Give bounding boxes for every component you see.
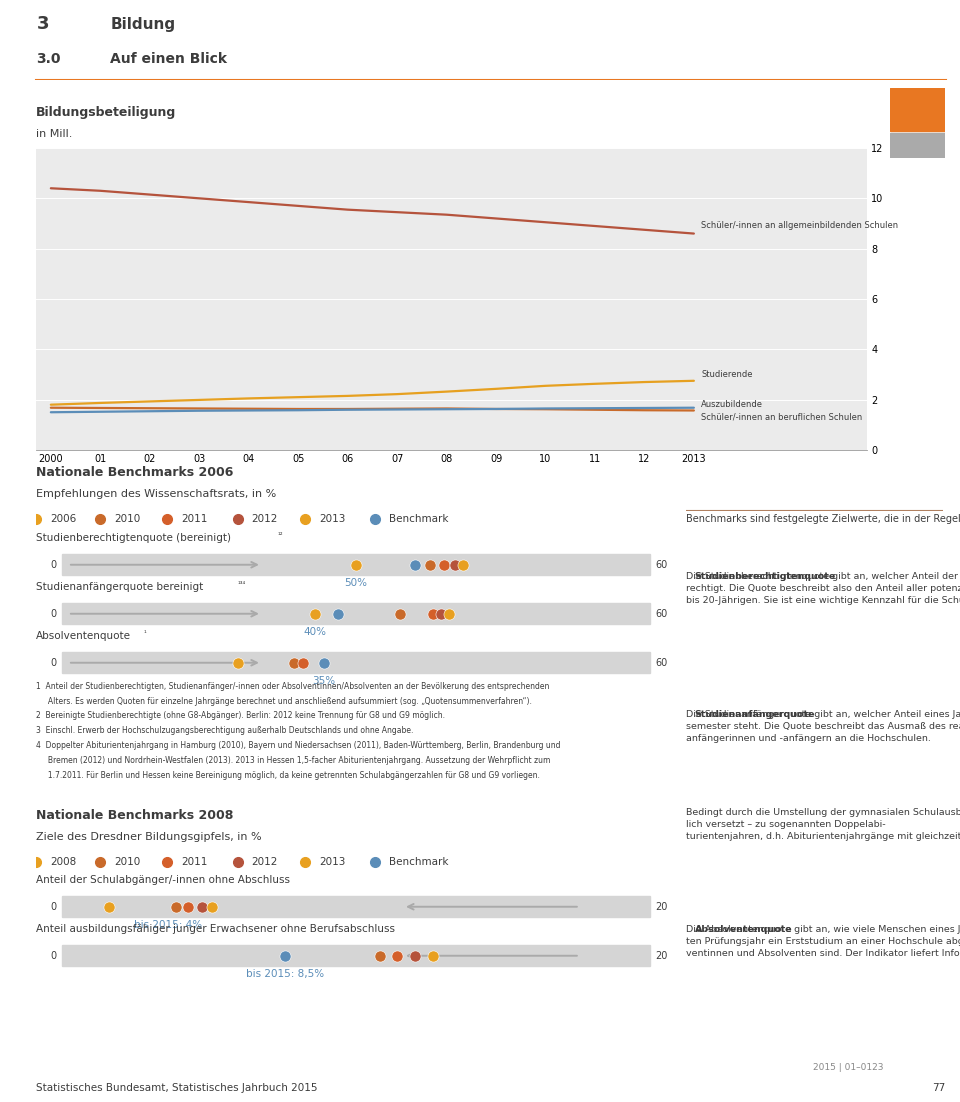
Text: Alters. Es werden Quoten für einzelne Jahrgänge berechnet und anschließend aufsu: Alters. Es werden Quoten für einzelne Ja…	[36, 696, 532, 705]
Text: Bildung: Bildung	[110, 17, 176, 32]
Bar	[61, 946, 651, 966]
Text: Absolventenquote: Absolventenquote	[694, 925, 792, 934]
Text: Studierende: Studierende	[702, 370, 753, 379]
Text: 2006: 2006	[50, 514, 77, 523]
Text: 2010: 2010	[114, 514, 140, 523]
Text: 3  Einschl. Erwerb der Hochschulzugangsberechtigung außerhalb Deutschlands und o: 3 Einschl. Erwerb der Hochschulzugangsbe…	[36, 726, 414, 735]
Text: 20: 20	[656, 951, 668, 961]
Text: 1.7.2011. Für Berlin und Hessen keine Bereinigung möglich, da keine getrennten S: 1.7.2011. Für Berlin und Hessen keine Be…	[36, 770, 540, 779]
Text: 77: 77	[932, 1083, 946, 1093]
Text: Benchmark: Benchmark	[390, 514, 448, 523]
Text: 2012: 2012	[252, 514, 278, 523]
Text: in Mill.: in Mill.	[36, 129, 72, 139]
Text: ¹³⁴: ¹³⁴	[238, 582, 246, 587]
Text: 2013: 2013	[319, 857, 346, 867]
Text: Ziele des Dresdner Bildungsgipfels, in %: Ziele des Dresdner Bildungsgipfels, in %	[36, 832, 262, 842]
Text: 2015 | 01–0123: 2015 | 01–0123	[813, 1062, 883, 1071]
Text: Absolventenquote: Absolventenquote	[36, 631, 131, 641]
Text: 0: 0	[50, 658, 57, 668]
Text: 20: 20	[656, 901, 668, 911]
Text: 0: 0	[50, 560, 57, 570]
Text: 40%: 40%	[303, 627, 326, 637]
Bar	[61, 652, 651, 673]
Text: 1  Anteil der Studienberechtigten, Studienanfänger/-innen oder Absolventinnen/Ab: 1 Anteil der Studienberechtigten, Studie…	[36, 682, 549, 691]
Text: 50%: 50%	[345, 579, 368, 588]
Text: Anteil der Schulabgänger/-innen ohne Abschluss: Anteil der Schulabgänger/-innen ohne Abs…	[36, 875, 290, 886]
Text: Benchmark: Benchmark	[390, 857, 448, 867]
Bar	[890, 133, 945, 158]
Text: Nationale Benchmarks 2006: Nationale Benchmarks 2006	[36, 466, 233, 479]
Text: Empfehlungen des Wissenschaftsrats, in %: Empfehlungen des Wissenschaftsrats, in %	[36, 489, 276, 499]
Text: bis 2015: 8,5%: bis 2015: 8,5%	[247, 969, 324, 979]
Text: Die Studienberechtigtenquote gibt an, welcher Anteil der Schulabgängerinnen und : Die Studienberechtigtenquote gibt an, we…	[686, 572, 960, 605]
Text: 2  Bereinigte Studienberechtigte (ohne G8-Abgänger). Berlin: 2012 keine Trennung: 2 Bereinigte Studienberechtigte (ohne G8…	[36, 712, 445, 721]
Text: Schüler/-innen an allgemeinbildenden Schulen: Schüler/-innen an allgemeinbildenden Sch…	[702, 220, 899, 230]
Text: Auf einen Blick: Auf einen Blick	[110, 52, 228, 66]
Text: Studienberechtigtenquote: Studienberechtigtenquote	[694, 572, 836, 581]
Text: Bedingt durch die Umstellung der gymnasialen Schulausbildung von 13 auf 12 Jahre: Bedingt durch die Umstellung der gymnasi…	[686, 808, 960, 841]
Text: ¹: ¹	[144, 630, 146, 637]
Text: Studienanfängerquote: Studienanfängerquote	[694, 710, 815, 719]
Bar	[61, 896, 651, 917]
Bar	[61, 554, 651, 575]
Text: Anteil ausbildungsfähiger junger Erwachsener ohne Berufsabschluss: Anteil ausbildungsfähiger junger Erwachs…	[36, 925, 395, 934]
Bar	[890, 88, 945, 131]
Text: 0: 0	[50, 901, 57, 911]
Text: 60: 60	[656, 658, 668, 668]
Text: Nationale Benchmarks 2008: Nationale Benchmarks 2008	[36, 809, 233, 822]
Text: Auszubildende: Auszubildende	[702, 400, 763, 409]
Text: 2012: 2012	[252, 857, 278, 867]
Text: Statistisches Bundesamt, Statistisches Jahrbuch 2015: Statistisches Bundesamt, Statistisches J…	[36, 1083, 318, 1093]
Bar	[61, 603, 651, 625]
Text: 3: 3	[36, 15, 49, 33]
Text: 2010: 2010	[114, 857, 140, 867]
Text: 35%: 35%	[312, 677, 335, 687]
Text: Bremen (2012) und Nordrhein-Westfalen (2013). 2013 in Hessen 1,5-facher Abiturie: Bremen (2012) und Nordrhein-Westfalen (2…	[36, 756, 550, 765]
Text: Bildungsbeteiligung: Bildungsbeteiligung	[36, 106, 177, 119]
Text: Die Studienanfängerquote gibt an, welcher Anteil eines Jahrgangs Studienanfänger: Die Studienanfängerquote gibt an, welche…	[686, 710, 960, 743]
Text: bis 2015: 4%: bis 2015: 4%	[133, 920, 202, 930]
Text: 0: 0	[50, 951, 57, 961]
Text: 2011: 2011	[181, 857, 207, 867]
Text: 0: 0	[50, 608, 57, 618]
Text: Schüler/-innen an beruflichen Schulen: Schüler/-innen an beruflichen Schulen	[702, 412, 862, 421]
Text: 2008: 2008	[50, 857, 77, 867]
Text: Die Absolventenquote gibt an, wie viele Menschen eines Jahrgangs in einem bestim: Die Absolventenquote gibt an, wie viele …	[686, 925, 960, 958]
Text: 3.0: 3.0	[36, 52, 61, 66]
Text: 4  Doppelter Abiturientenjahrgang in Hamburg (2010), Bayern und Niedersachsen (2: 4 Doppelter Abiturientenjahrgang in Hamb…	[36, 741, 561, 750]
Text: 2011: 2011	[181, 514, 207, 523]
Text: Studienanfängerquote bereinigt: Studienanfängerquote bereinigt	[36, 583, 204, 593]
Text: 2013: 2013	[319, 514, 346, 523]
Text: Studienberechtigtenquote (bereinigt): Studienberechtigtenquote (bereinigt)	[36, 533, 231, 543]
Text: ¹²: ¹²	[278, 532, 283, 539]
Text: 60: 60	[656, 608, 668, 618]
Text: 60: 60	[656, 560, 668, 570]
Text: Benchmarks sind festgelegte Zielwerte, die in der Regel bis zu einem bestimmten : Benchmarks sind festgelegte Zielwerte, d…	[686, 514, 960, 523]
